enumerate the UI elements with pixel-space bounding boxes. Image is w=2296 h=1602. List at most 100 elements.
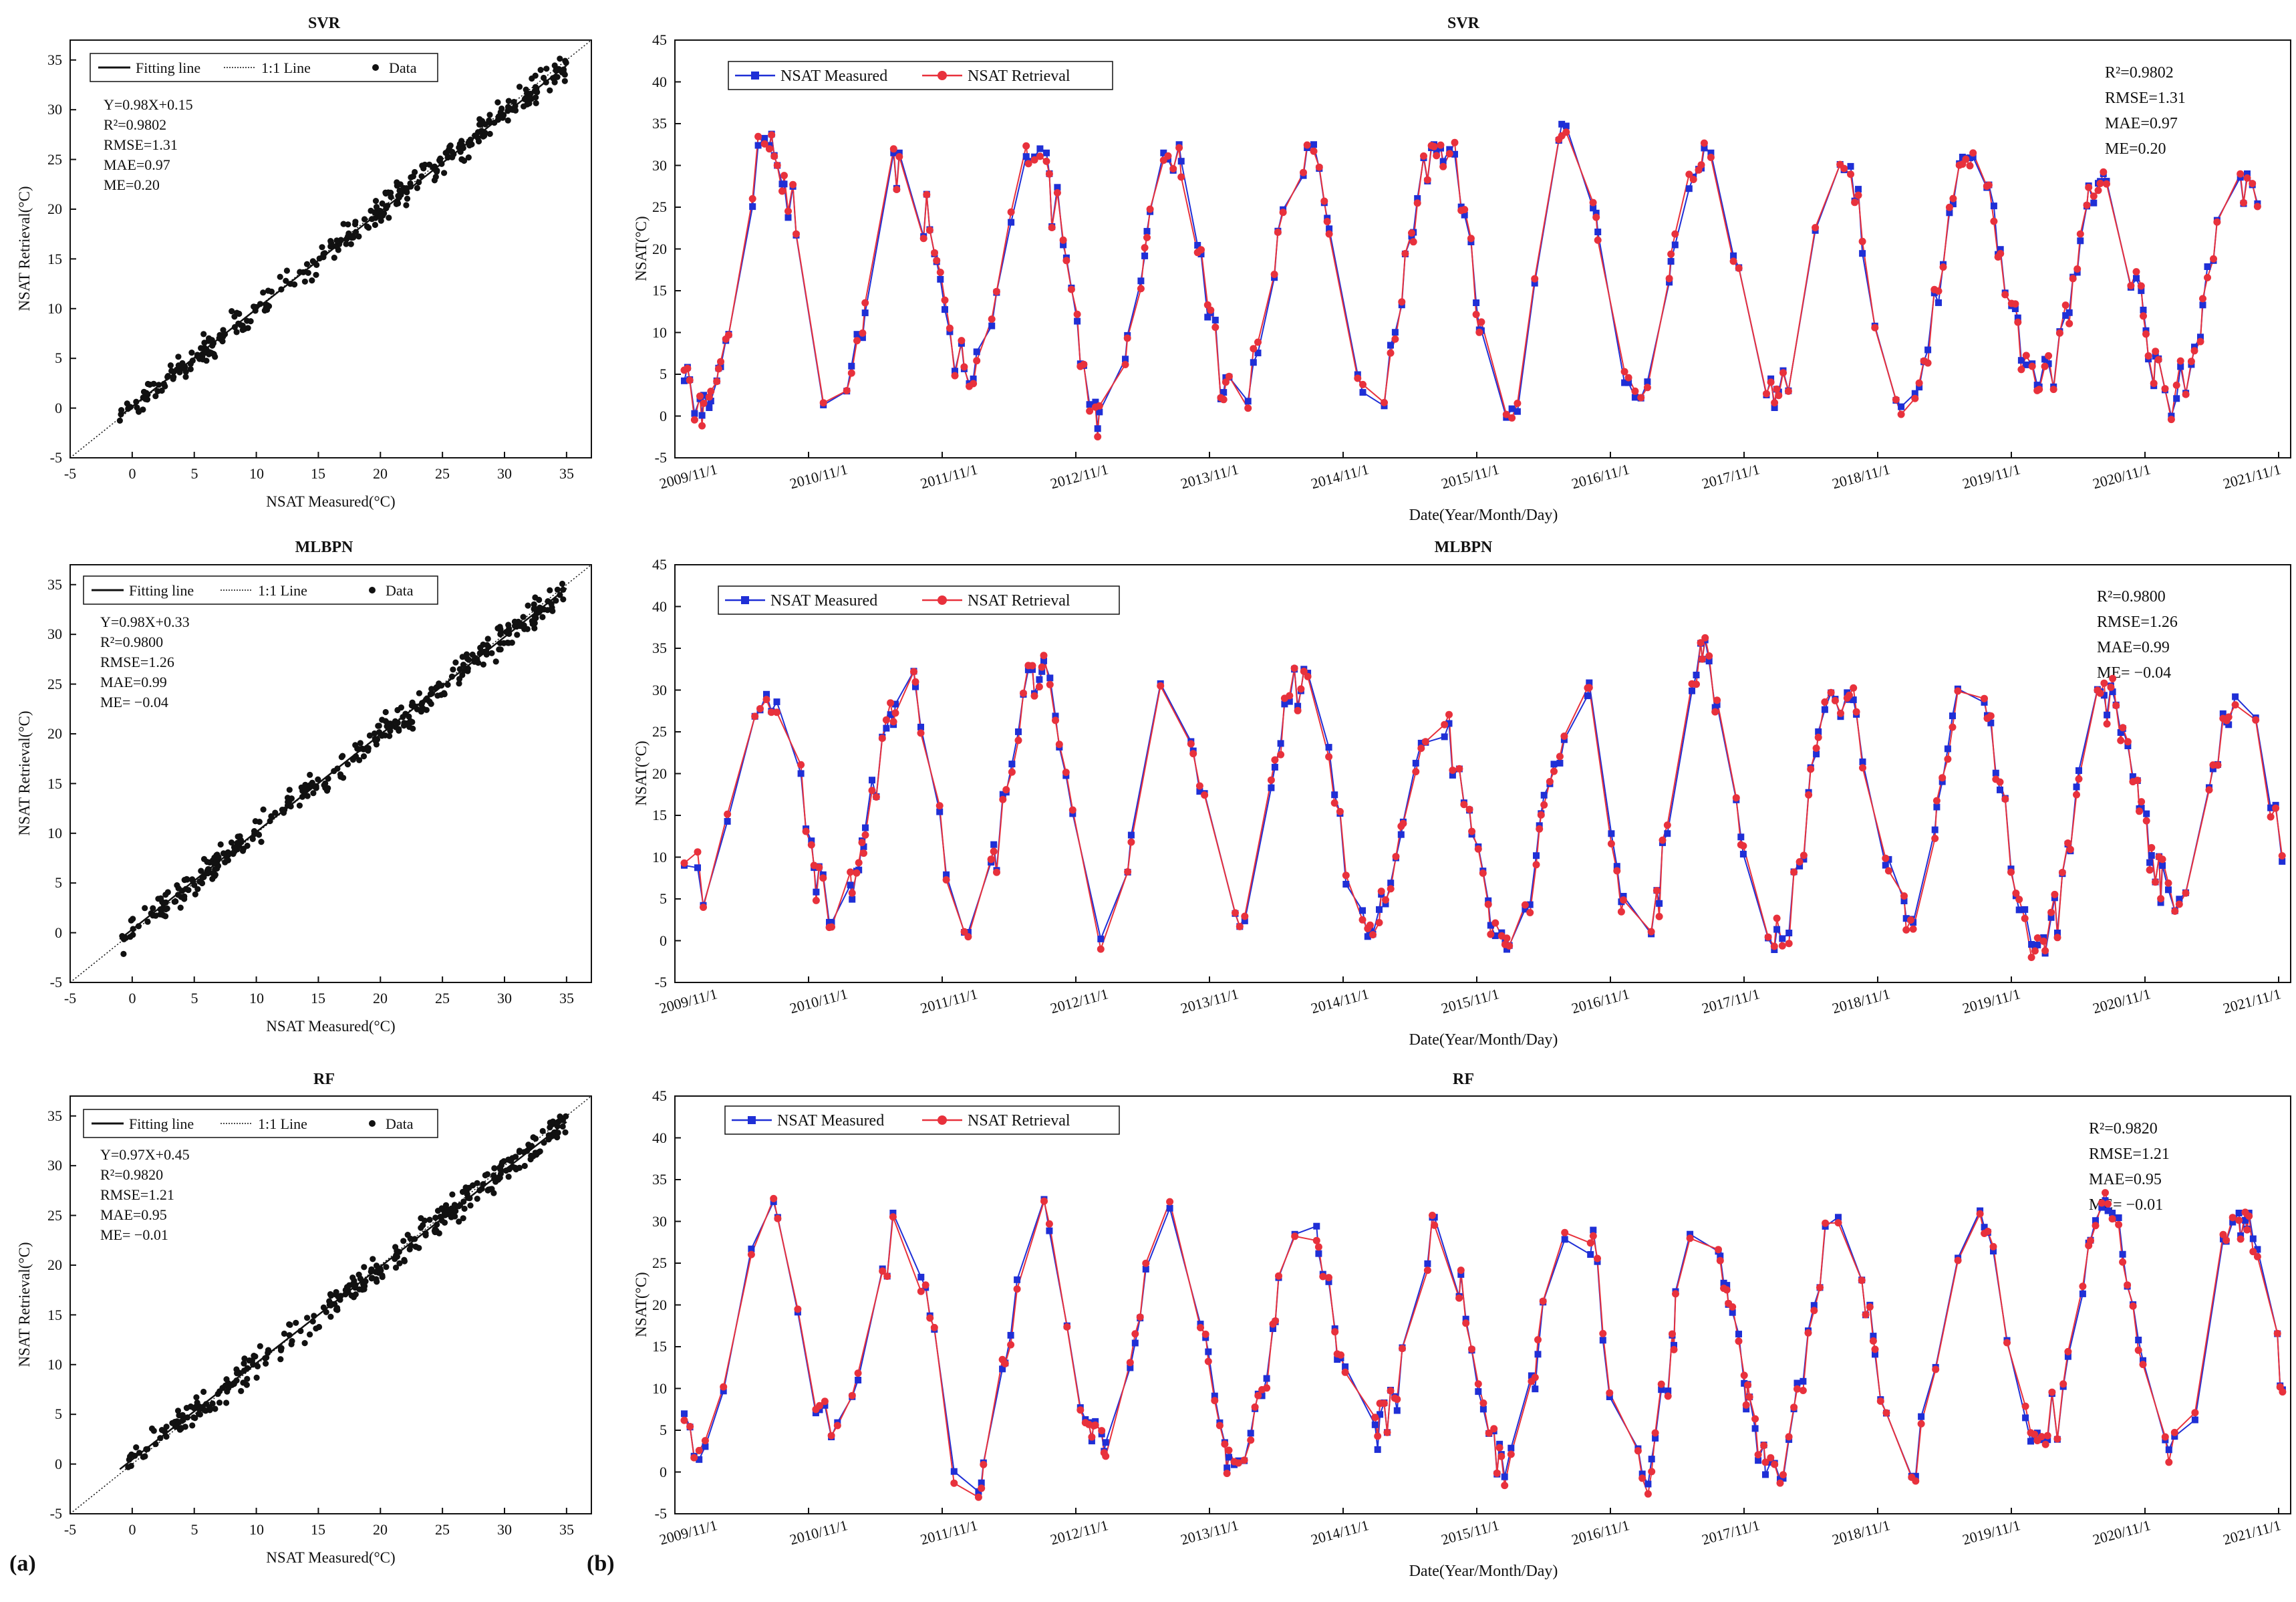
retrieval-point (1732, 794, 1740, 802)
mae-value: MAE=0.97 (104, 156, 170, 173)
retrieval-point (770, 152, 778, 160)
y-tick-label: 35 (47, 1107, 62, 1124)
retrieval-point (2204, 273, 2211, 281)
retrieval-point (860, 849, 867, 857)
y-tick-label: 10 (652, 324, 667, 341)
retrieval-point (2132, 268, 2140, 276)
retrieval-point (2139, 1361, 2147, 1369)
retrieval-point (868, 787, 876, 795)
data-point (200, 855, 208, 862)
retrieval-point (1816, 1284, 1824, 1291)
retrieval-point (1810, 1307, 1818, 1315)
retrieval-point (1393, 1395, 1401, 1404)
measured-point (1166, 1204, 1173, 1212)
y-axis-label: NSAT(°C) (633, 1272, 650, 1337)
chart-title: MLBPN (295, 539, 353, 556)
measured-series-line (684, 1198, 2283, 1493)
data-point (420, 1222, 426, 1228)
data-point (431, 177, 438, 184)
measured-point (1142, 1266, 1149, 1273)
retrieval-point (1740, 1371, 1748, 1379)
retrieval-point (1934, 287, 1943, 295)
retrieval-point (1484, 900, 1492, 908)
retrieval-point (1866, 1303, 1874, 1311)
retrieval-point (698, 422, 706, 430)
data-point (392, 1264, 400, 1271)
retrieval-point (1312, 1236, 1320, 1244)
retrieval-point (1892, 396, 1900, 404)
retrieval-point (1854, 191, 1862, 199)
data-point (252, 1353, 259, 1360)
chart-title: MLBPN (1435, 539, 1493, 556)
retrieval-point (1939, 263, 1947, 271)
retrieval-point (1141, 244, 1149, 252)
measured-point (1531, 279, 1538, 287)
retrieval-point (847, 369, 855, 377)
measured-point (1204, 313, 1211, 321)
x-tick-label: 20 (373, 990, 388, 1007)
retrieval-point (1479, 870, 1487, 877)
data-point (229, 308, 235, 315)
timeseries-panel-svr: SVR 2009/11/1 2010/11/1 2011/11/1 2012/1… (633, 15, 2291, 524)
retrieval-point (1059, 236, 1067, 244)
retrieval-point (2003, 1339, 2011, 1347)
data-point (426, 1216, 433, 1223)
data-point (512, 107, 519, 114)
retrieval-point (1290, 664, 1298, 672)
retrieval-point (2245, 1212, 2253, 1220)
x-tick-label: 2021/11/1 (2221, 1516, 2283, 1548)
data-point (199, 356, 206, 363)
measured-point (1606, 1393, 1613, 1400)
measured-point (2165, 886, 2172, 894)
measured-point (887, 711, 894, 718)
retrieval-point (992, 287, 1000, 295)
measured-point (855, 866, 863, 874)
measured-point (763, 690, 770, 698)
measured-point (2041, 356, 2049, 363)
measured-point (1644, 1480, 1652, 1488)
data-point (421, 1217, 428, 1224)
measured-point (2014, 314, 2021, 321)
retrieval-point (2103, 720, 2111, 728)
retrieval-point (1431, 1221, 1439, 1229)
measured-point (2135, 1337, 2142, 1343)
measured-point (1713, 701, 1721, 708)
data-point (177, 904, 184, 911)
measured-point (2104, 1207, 2112, 1214)
data-point (154, 388, 161, 395)
retrieval-point (1592, 213, 1600, 221)
data-point (255, 831, 263, 838)
retrieval-point (1503, 934, 1511, 942)
retrieval-point (2117, 737, 2125, 745)
y-tick-label: -5 (655, 974, 667, 990)
retrieval-point (1491, 919, 1499, 927)
retrieval-point (1342, 872, 1350, 880)
measured-point (1052, 712, 1059, 720)
data-point (212, 1406, 219, 1412)
retrieval-point (1485, 1429, 1493, 1437)
legend-label-measured: NSAT Measured (780, 68, 887, 85)
retrieval-point (812, 896, 820, 904)
retrieval-point (889, 718, 897, 726)
data-point (133, 1444, 140, 1451)
retrieval-point (2041, 362, 2049, 370)
retrieval-point (1715, 1246, 1722, 1254)
retrieval-point (1987, 712, 1995, 720)
data-point (414, 184, 421, 191)
retrieval-point (2191, 1409, 2199, 1417)
measured-point (1556, 759, 1564, 767)
retrieval-point (2214, 761, 2222, 769)
retrieval-point (700, 400, 708, 407)
measured-point (681, 377, 688, 384)
measured-point (1197, 251, 1205, 258)
retrieval-point (1254, 1391, 1262, 1399)
retrieval-swatch-marker (938, 595, 947, 605)
retrieval-point (1251, 1403, 1259, 1411)
retrieval-point (1267, 776, 1275, 784)
retrieval-point (1323, 218, 1331, 225)
data-point (340, 221, 347, 227)
retrieval-point (816, 1401, 823, 1410)
retrieval-point (1989, 1242, 1997, 1250)
retrieval-point (2017, 366, 2025, 374)
data-point (460, 144, 466, 152)
